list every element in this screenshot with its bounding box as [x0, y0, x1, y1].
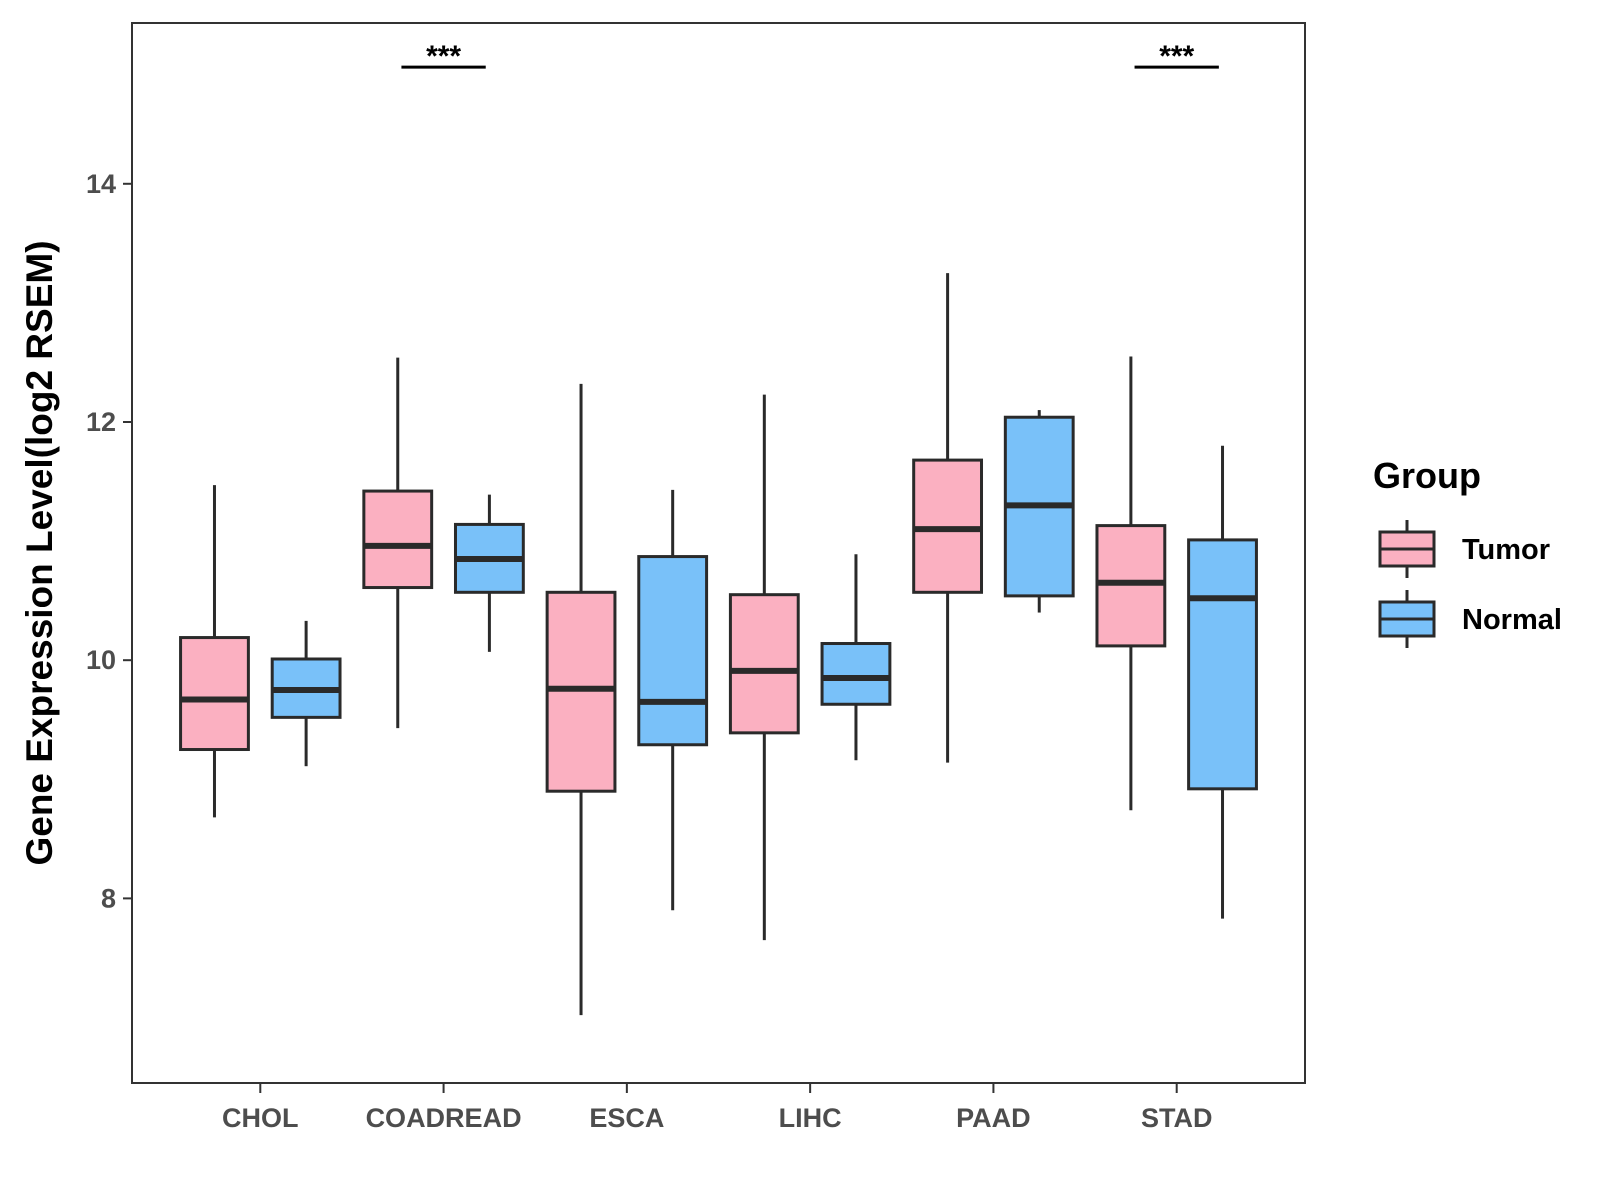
box-esca-normal	[637, 489, 709, 911]
legend-label-tumor: Tumor	[1462, 534, 1550, 566]
legend-title: Group	[1373, 455, 1481, 496]
box-coadread-normal	[453, 494, 525, 652]
box-body	[362, 489, 434, 590]
box-body	[820, 642, 892, 706]
legend: Group Tumor Normal	[1373, 455, 1562, 648]
box-body	[1187, 538, 1258, 791]
significance-coadread: ***	[401, 40, 486, 73]
significance-stad: ***	[1134, 40, 1219, 73]
x-tick-label-stad: STAD	[1141, 1103, 1213, 1133]
box-paad-tumor	[912, 273, 984, 763]
significance-label: ***	[426, 40, 461, 73]
y-tick-label-12: 12	[86, 407, 116, 437]
box-coadread-tumor	[362, 357, 434, 729]
x-tick-label-esca: ESCA	[589, 1103, 664, 1133]
x-tick-label-paad: PAAD	[956, 1103, 1031, 1133]
x-tick-label-coadread: COADREAD	[366, 1103, 522, 1133]
box-chol-tumor	[179, 485, 250, 818]
x-axis: CHOL COADREAD ESCA LIHC PAAD STAD	[222, 1083, 1212, 1133]
y-tick-label-8: 8	[101, 883, 116, 913]
y-tick-label-14: 14	[86, 169, 116, 199]
x-tick-label-chol: CHOL	[222, 1103, 299, 1133]
box-chol-normal	[270, 620, 342, 767]
legend-label-normal: Normal	[1462, 604, 1562, 636]
significance-label: ***	[1159, 40, 1194, 73]
box-lihc-tumor	[728, 394, 800, 941]
box-body	[637, 555, 709, 747]
box-body	[728, 593, 800, 735]
x-tick-label-lihc: LIHC	[779, 1103, 842, 1133]
y-axis-title: Gene Expression Level(log2 RSEM)	[19, 240, 60, 865]
y-tick-label-10: 10	[86, 645, 116, 675]
box-paad-normal	[1003, 410, 1075, 613]
box-esca-tumor	[545, 383, 617, 1016]
chart-marks: *** ***	[179, 40, 1258, 1016]
box-stad-tumor	[1095, 356, 1167, 811]
legend-item-normal: Normal	[1378, 590, 1562, 648]
box-lihc-normal	[820, 554, 892, 761]
box-stad-normal	[1187, 445, 1258, 919]
plot-panel-border	[131, 22, 1306, 1084]
box-body	[179, 636, 250, 752]
y-axis: 8 10 12 14	[86, 169, 132, 913]
legend-item-tumor: Tumor	[1378, 520, 1550, 578]
